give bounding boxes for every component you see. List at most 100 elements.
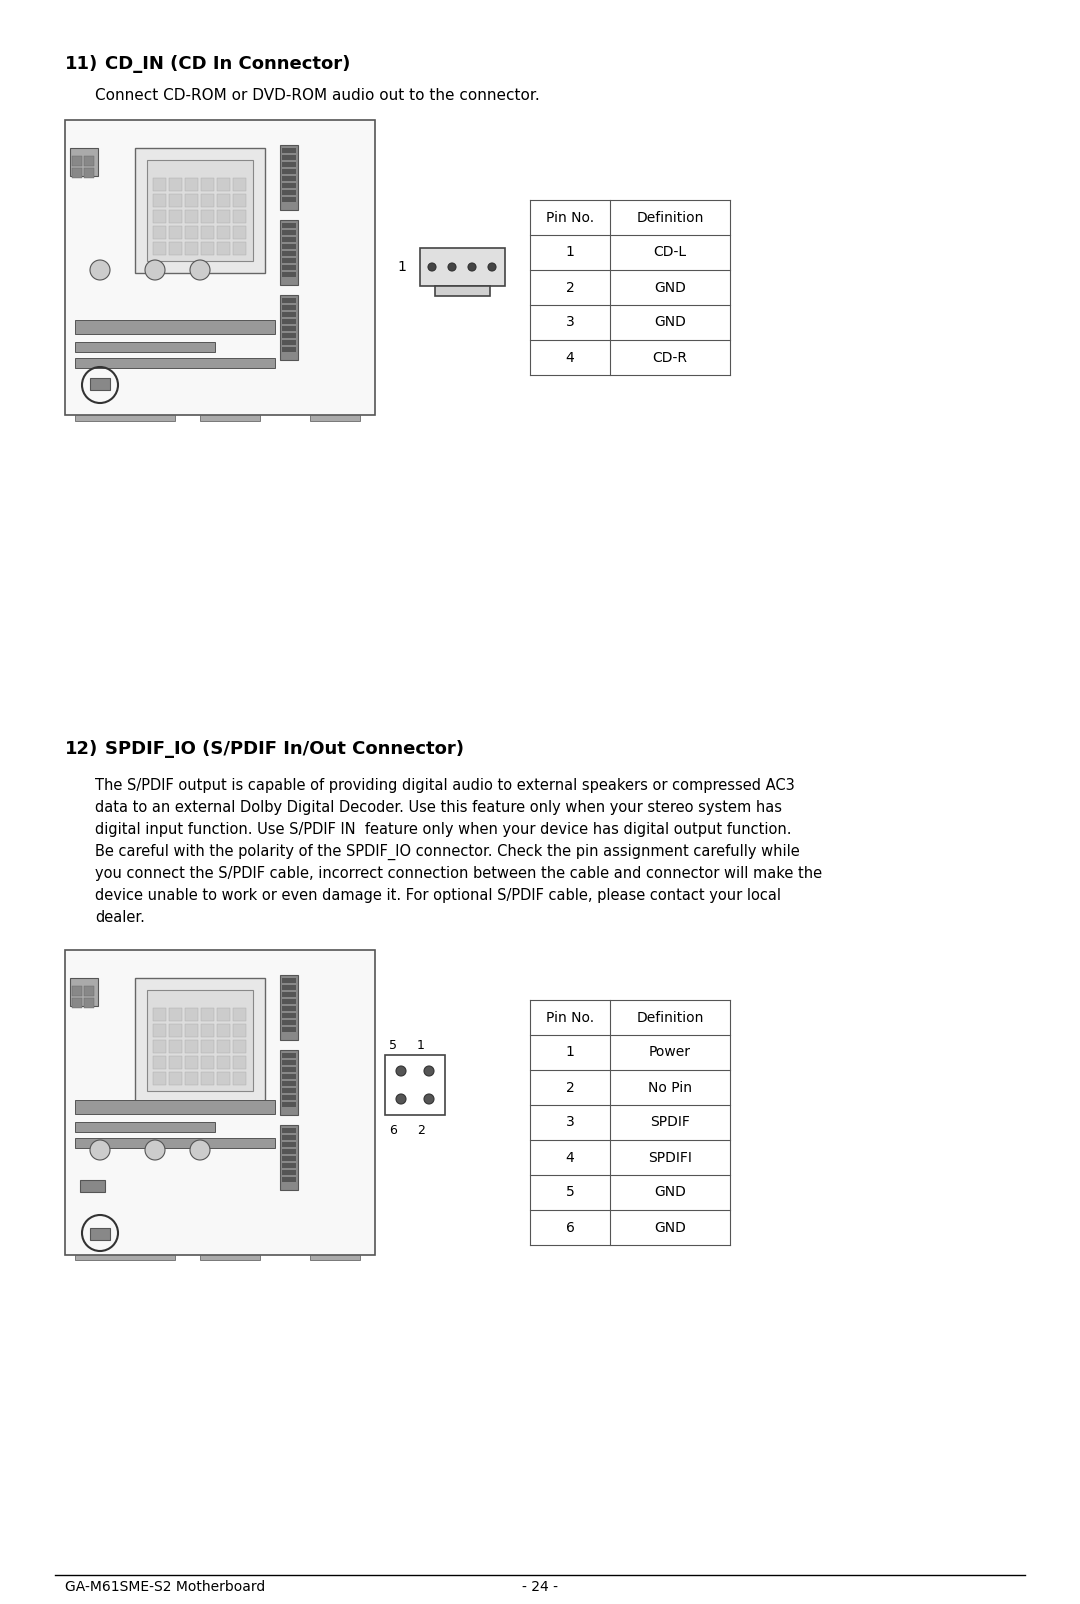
- Text: 4: 4: [566, 351, 575, 364]
- Text: 1: 1: [566, 1046, 575, 1060]
- Bar: [75, 1254, 175, 1261]
- Bar: [420, 249, 505, 286]
- Bar: [201, 210, 214, 223]
- Bar: [282, 978, 296, 983]
- Bar: [282, 985, 296, 990]
- Bar: [153, 1055, 166, 1068]
- Bar: [282, 1177, 296, 1182]
- Bar: [282, 313, 296, 318]
- Bar: [280, 975, 298, 1039]
- Bar: [200, 1254, 260, 1261]
- Bar: [282, 1067, 296, 1071]
- Text: 1: 1: [566, 245, 575, 260]
- Bar: [310, 415, 360, 420]
- Text: dealer.: dealer.: [95, 909, 145, 926]
- Text: GND: GND: [654, 1221, 686, 1235]
- Bar: [153, 1071, 166, 1084]
- Bar: [233, 178, 246, 191]
- Bar: [168, 210, 183, 223]
- Bar: [135, 148, 265, 273]
- Bar: [168, 178, 183, 191]
- Bar: [217, 1023, 230, 1038]
- Bar: [282, 999, 296, 1004]
- Bar: [185, 210, 198, 223]
- Bar: [84, 986, 94, 996]
- Bar: [185, 178, 198, 191]
- Bar: [282, 1052, 296, 1059]
- Bar: [282, 244, 296, 249]
- Circle shape: [424, 1094, 434, 1104]
- Text: device unable to work or even damage it. For optional S/PDIF cable, please conta: device unable to work or even damage it.…: [95, 889, 781, 903]
- Bar: [75, 415, 175, 420]
- Bar: [201, 1023, 214, 1038]
- Text: 2: 2: [566, 281, 575, 295]
- Bar: [201, 226, 214, 239]
- Bar: [72, 998, 82, 1007]
- Bar: [282, 340, 296, 345]
- Bar: [282, 326, 296, 330]
- Text: Definition: Definition: [636, 210, 704, 225]
- Bar: [153, 226, 166, 239]
- Circle shape: [448, 263, 456, 271]
- Bar: [84, 168, 94, 178]
- Bar: [185, 1055, 198, 1068]
- Text: digital input function. Use S/PDIF IN  feature only when your device has digital: digital input function. Use S/PDIF IN fe…: [95, 821, 792, 837]
- Bar: [282, 1102, 296, 1107]
- Bar: [310, 1254, 360, 1261]
- Bar: [201, 194, 214, 207]
- Text: - 24 -: - 24 -: [522, 1580, 558, 1594]
- Bar: [282, 1096, 296, 1100]
- Bar: [200, 415, 260, 420]
- Text: GA-M61SME-S2 Motherboard: GA-M61SME-S2 Motherboard: [65, 1580, 266, 1594]
- Bar: [282, 168, 296, 173]
- Text: CD-L: CD-L: [653, 245, 687, 260]
- Bar: [153, 178, 166, 191]
- Bar: [168, 1039, 183, 1052]
- Text: Connect CD-ROM or DVD-ROM audio out to the connector.: Connect CD-ROM or DVD-ROM audio out to t…: [95, 88, 540, 103]
- Bar: [168, 194, 183, 207]
- Bar: [282, 1060, 296, 1065]
- Bar: [147, 990, 253, 1091]
- Bar: [282, 1156, 296, 1161]
- Circle shape: [424, 1067, 434, 1076]
- Bar: [168, 1055, 183, 1068]
- Text: Be careful with the polarity of the SPDIF_IO connector. Check the pin assignment: Be careful with the polarity of the SPDI…: [95, 844, 800, 860]
- Bar: [153, 1023, 166, 1038]
- Bar: [233, 226, 246, 239]
- Text: 1: 1: [417, 1039, 424, 1052]
- Text: 2: 2: [566, 1081, 575, 1094]
- Text: 3: 3: [566, 1115, 575, 1129]
- Text: 6: 6: [389, 1124, 397, 1137]
- Text: Pin No.: Pin No.: [545, 1011, 594, 1025]
- Circle shape: [145, 1140, 165, 1160]
- Bar: [233, 1039, 246, 1052]
- Bar: [75, 1123, 215, 1132]
- Circle shape: [488, 263, 496, 271]
- Bar: [282, 298, 296, 303]
- Bar: [84, 998, 94, 1007]
- Bar: [185, 226, 198, 239]
- Bar: [90, 379, 110, 390]
- Bar: [233, 1007, 246, 1022]
- Circle shape: [145, 260, 165, 281]
- Text: 4: 4: [566, 1150, 575, 1165]
- Bar: [217, 178, 230, 191]
- Bar: [153, 210, 166, 223]
- Text: 6: 6: [566, 1221, 575, 1235]
- Circle shape: [90, 1140, 110, 1160]
- Bar: [282, 1169, 296, 1176]
- Bar: [72, 986, 82, 996]
- Bar: [282, 1020, 296, 1025]
- Bar: [185, 194, 198, 207]
- Bar: [233, 242, 246, 255]
- Text: 2: 2: [417, 1124, 424, 1137]
- Text: No Pin: No Pin: [648, 1081, 692, 1094]
- Text: data to an external Dolby Digital Decoder. Use this feature only when your stere: data to an external Dolby Digital Decode…: [95, 800, 782, 815]
- Bar: [153, 1039, 166, 1052]
- Bar: [282, 305, 296, 310]
- Bar: [75, 342, 215, 351]
- Text: CD_IN (CD In Connector): CD_IN (CD In Connector): [105, 55, 350, 74]
- Text: 5: 5: [389, 1039, 397, 1052]
- Text: 3: 3: [566, 316, 575, 329]
- Bar: [282, 991, 296, 998]
